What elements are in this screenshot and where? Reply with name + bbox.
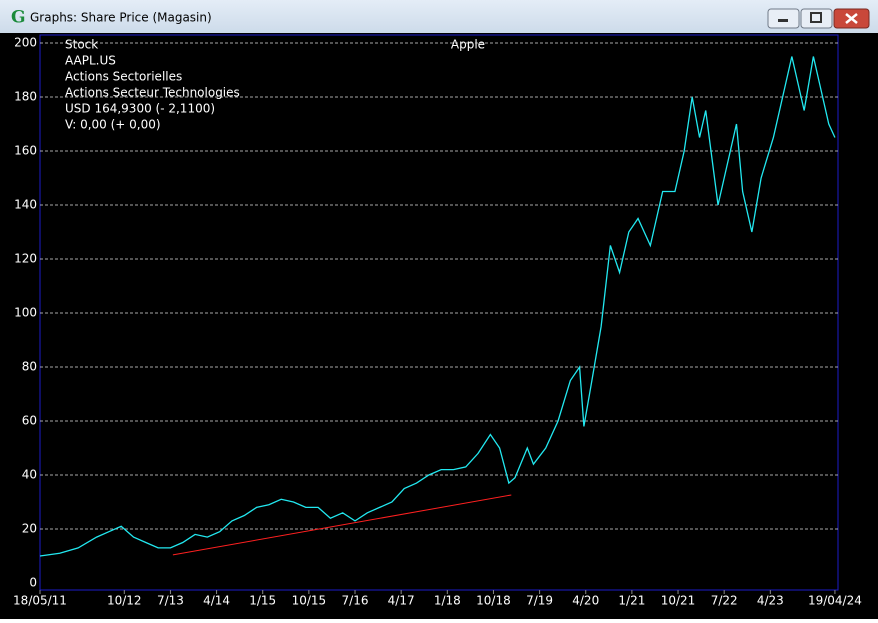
x-tick-label: 10/15 (292, 594, 327, 608)
title-bar (0, 0, 878, 33)
x-tick-label: 7/19 (526, 594, 553, 608)
info-line: AAPL.US (65, 54, 116, 68)
y-tick-label: 100 (14, 306, 37, 320)
x-tick-label: 1/18 (434, 594, 461, 608)
maximize-icon (810, 12, 822, 23)
x-tick-label: 4/14 (203, 594, 230, 608)
price-line (39, 56, 836, 557)
minimize-icon (778, 19, 788, 22)
y-tick-label: 60 (22, 414, 37, 428)
y-tick-label: 160 (14, 144, 37, 158)
x-tick-label: 1/21 (618, 594, 645, 608)
x-tick-label: 10/21 (661, 594, 696, 608)
y-tick-label: 180 (14, 90, 37, 104)
app-icon: G (11, 8, 26, 28)
window-title: Graphs: Share Price (Magasin) (30, 11, 212, 25)
y-tick-label: 80 (22, 360, 37, 374)
y-tick-label: 20 (22, 522, 37, 536)
y-tick-label: 120 (14, 252, 37, 266)
x-tick-label: 10/18 (476, 594, 511, 608)
x-tick-label: 7/13 (157, 594, 184, 608)
x-tick-label: 4/20 (572, 594, 599, 608)
x-tick-label: 10/12 (107, 594, 142, 608)
x-tick-label: 7/16 (342, 594, 369, 608)
y-tick-label: 40 (22, 468, 37, 482)
maximize-button[interactable] (800, 8, 833, 29)
info-line: V: 0,00 (+ 0,00) (65, 118, 161, 132)
y-tick-label: 0 (29, 576, 37, 590)
y-tick-label: 140 (14, 198, 37, 212)
info-line: Actions Sectorielles (65, 70, 182, 84)
x-tick-label: 18/05/11 (13, 594, 67, 608)
minimize-button[interactable] (767, 8, 800, 29)
chart-title: Apple (451, 38, 485, 52)
x-tick-label: 7/22 (711, 594, 738, 608)
close-icon (845, 13, 858, 24)
info-line: Stock (65, 38, 98, 52)
trend-line (172, 494, 512, 556)
info-line: Actions Secteur Technologies (65, 86, 240, 100)
x-tick-label: 19/04/24 (808, 594, 862, 608)
x-tick-label: 4/23 (757, 594, 784, 608)
x-tick-label: 1/15 (249, 594, 276, 608)
y-tick-label: 200 (14, 36, 37, 50)
info-line: USD 164,9300 (- 2,1100) (65, 102, 215, 116)
x-tick-label: 4/17 (388, 594, 415, 608)
plot-frame (39, 34, 839, 591)
